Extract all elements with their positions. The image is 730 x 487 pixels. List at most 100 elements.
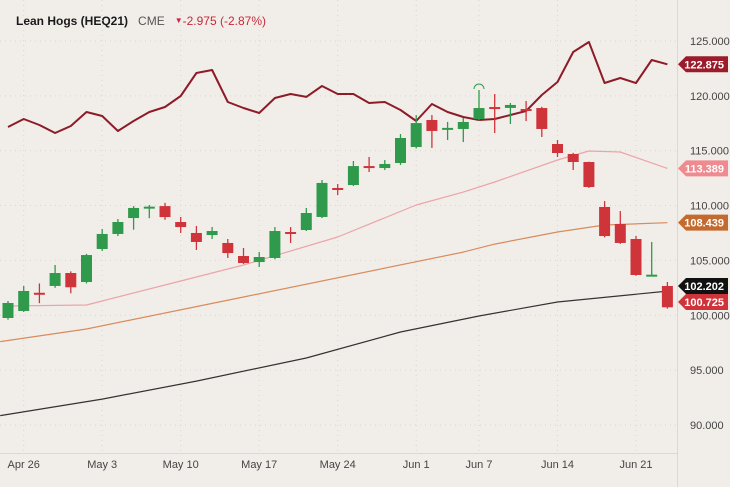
exchange-label: CME [138,14,165,28]
candle [33,283,45,304]
candle [552,139,563,157]
candle-body [175,222,187,228]
candle-body [2,302,14,318]
candle [614,211,626,244]
x-tick-label: Apr 26 [7,459,39,471]
candle [143,205,155,219]
candle-body [332,187,344,190]
candle [661,282,673,309]
candle [316,179,328,219]
y-tick-label: 115.000 [690,146,729,158]
candle-body [253,256,265,263]
candle-body [285,231,297,234]
candle-body [567,153,579,162]
candle-body [49,273,61,286]
candle-body [128,207,140,219]
candle [457,118,469,143]
candle-body [112,222,124,234]
triangle-down-icon: ▼ [174,16,183,25]
candle-body [646,274,658,277]
candle [238,248,249,265]
candle [112,219,124,237]
x-tick-label: May 24 [320,459,356,471]
x-tick-label: Jun 1 [403,459,430,471]
candle [646,241,658,277]
price-tag-black: 102.202 [678,278,728,294]
candle [81,253,92,284]
price-tag-upper: 122.875 [678,56,728,73]
price-tag-label: 122.875 [684,59,724,71]
candle-body [206,231,218,236]
candle-body [395,137,406,163]
candle [395,134,406,165]
price-change: ▼-2.975 (-2.87%) [175,14,266,28]
candle-body [159,206,171,218]
price-tag-shape [678,278,728,294]
y-tick-label: 125.000 [690,36,730,48]
candle [599,201,611,238]
y-tick-label: 120.000 [690,91,730,103]
candle [285,227,297,243]
candle [567,152,579,171]
price-tag-orange: 108.439 [678,214,728,231]
price-tag-label: 100.725 [684,297,724,309]
y-tick-label: 90.000 [690,420,724,432]
price-tag-label: 102.202 [684,281,724,293]
candle [347,161,359,187]
x-tick-label: May 17 [241,459,277,471]
candle-body [363,166,375,169]
price-tag-shape [678,214,728,231]
candle [49,265,61,288]
candle [222,239,234,258]
x-tick-label: May 10 [163,459,199,471]
price-tag-shape [678,294,728,310]
x-tick-label: May 3 [87,459,117,471]
candle-body [552,144,563,154]
chart-header: Lean Hogs (HEQ21) CME ▼-2.975 (-2.87%) [16,14,266,28]
candle-body [442,127,454,130]
candle-body [457,121,469,129]
series-line-black [0,290,668,417]
candle [426,115,438,148]
candle-body [520,109,532,112]
y-tick-label: 105.000 [690,255,730,267]
candle-body [379,163,391,169]
candle-body [489,107,501,110]
candle-body [614,223,626,243]
candle-body [96,233,108,249]
candle-body [583,161,595,188]
x-tick-label: Jun 7 [466,459,493,471]
y-tick-label: 95.000 [690,365,724,377]
candle [269,227,281,260]
price-tag-label: 113.389 [685,163,724,175]
candle-body [316,182,328,217]
candle-body [81,255,92,283]
price-change-value: -2.975 (-2.87%) [182,14,266,28]
series-line-upper [7,41,668,134]
x-tick-label: Jun 21 [619,459,652,471]
candle [332,184,344,196]
candle [473,90,485,121]
price-tag-pink: 113.389 [678,160,728,177]
series-line-pink [7,150,668,307]
price-tag-shape [678,160,728,177]
candle-body [190,232,202,242]
candle [410,115,422,149]
candle-body [630,239,642,275]
candle-body [300,213,312,231]
price-tag-last-price: 100.725 [678,294,728,310]
candle [96,229,108,251]
candle-body [473,108,485,119]
series-line-orange [0,222,668,343]
candle [630,236,642,276]
candle-body [269,231,281,258]
candle-body [238,256,249,264]
candle [536,106,548,137]
marker-arc-icon [473,83,485,90]
candle [2,300,14,320]
candle-body [347,166,359,186]
candle [65,271,77,294]
candle-body [426,119,438,131]
candle [159,202,171,220]
